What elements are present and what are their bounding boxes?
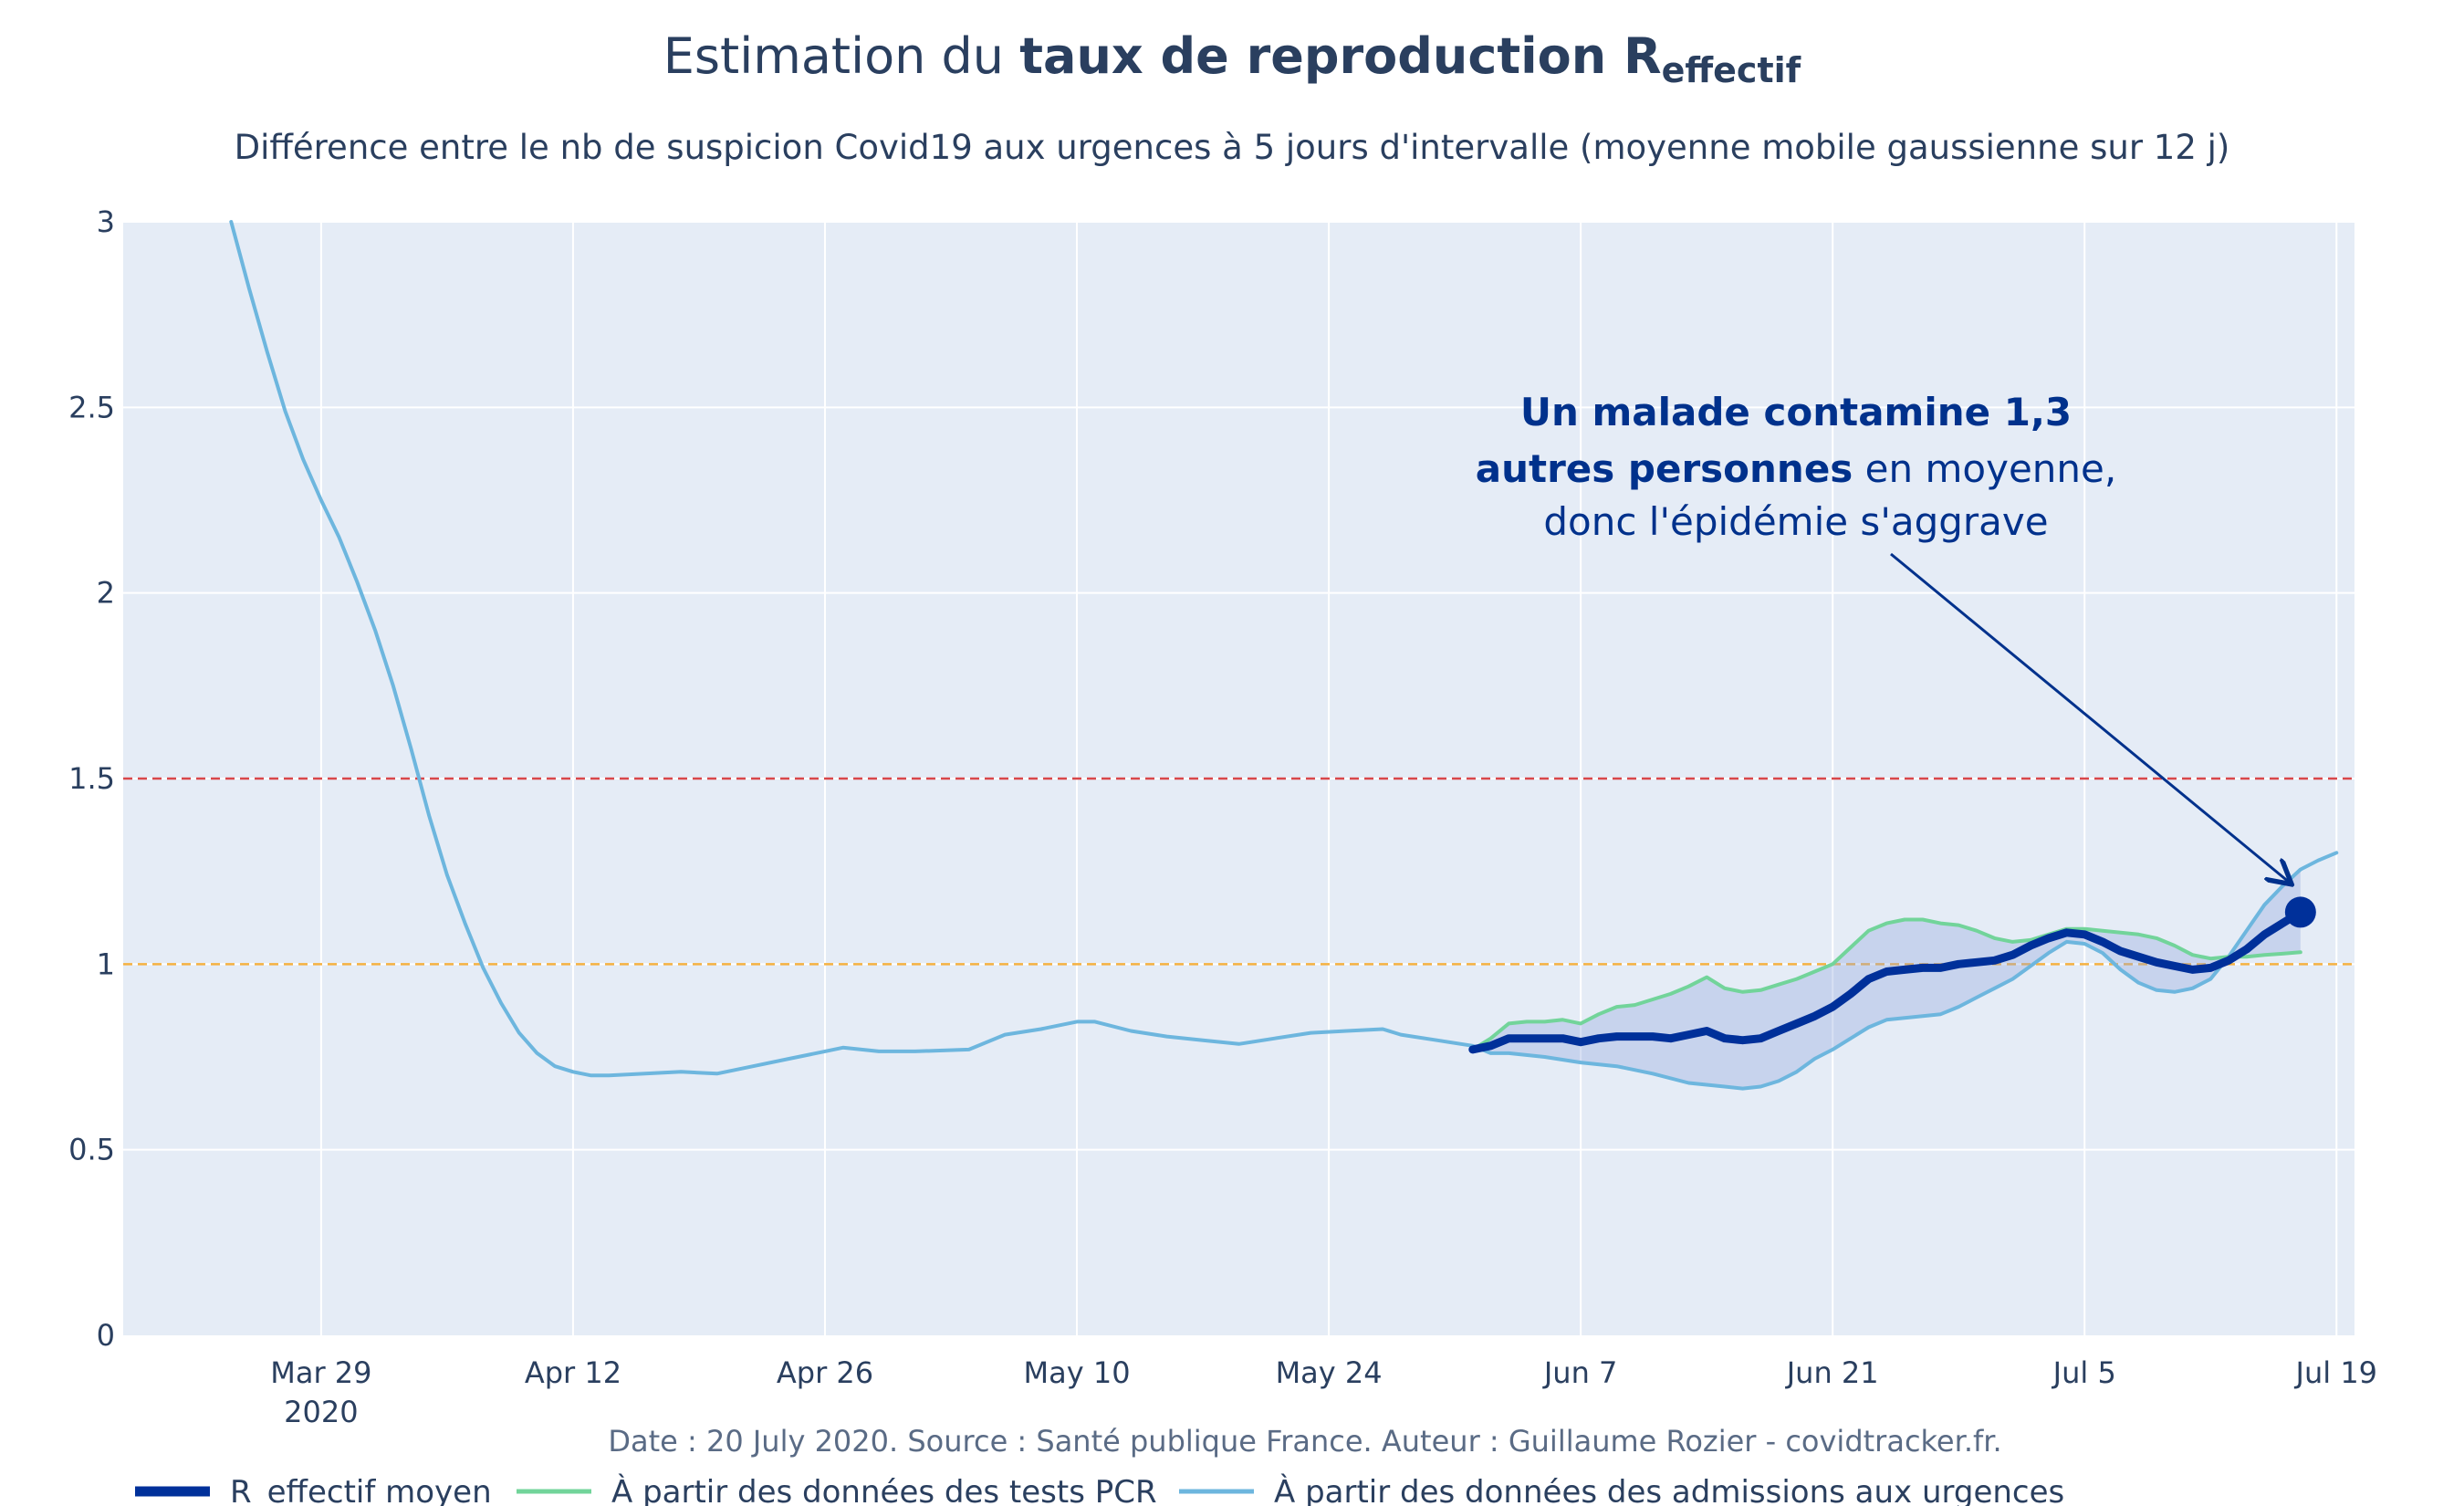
y-tick-label: 3 <box>97 204 115 239</box>
chart-title-bold: taux de reproduction R <box>1019 27 1661 85</box>
y-tick-label: 1.5 <box>68 761 115 796</box>
x-tick-label: Apr 26 <box>777 1355 873 1390</box>
x-tick-label: May 10 <box>1024 1355 1131 1390</box>
y-tick-label: 2.5 <box>68 390 115 424</box>
annotation-line3: donc l'épidémie s'aggrave <box>1543 499 2048 544</box>
legend-label-moyen[interactable]: R_effectif moyen <box>230 1474 492 1506</box>
annotation: Un malade contamine 1,3 autres personnes… <box>1476 390 2290 883</box>
annotation-line1: Un malade contamine 1,3 <box>1520 390 2072 434</box>
x-tick-label: Jul 19 <box>2294 1355 2378 1390</box>
source-note: Date : 20 July 2020. Source : Santé publ… <box>608 1424 2001 1459</box>
y-tick-label: 1 <box>97 946 115 981</box>
y-tick-label: 0.5 <box>68 1133 115 1167</box>
y-tick-label: 0 <box>97 1318 115 1353</box>
chart-title-prefix: Estimation du <box>663 27 1019 85</box>
endpoint-marker-layer <box>2284 896 2316 928</box>
x-axis-ticks: Mar 29 2020 Apr 12 Apr 26 May 10 May 24 Jun 7 J… <box>270 1355 2377 1429</box>
chart-title-subscript: effectif <box>1662 50 1801 90</box>
x-tick-label: May 24 <box>1276 1355 1383 1390</box>
y-tick-label: 2 <box>97 576 115 611</box>
series-lines <box>229 220 2339 1091</box>
annotation-arrow <box>1890 552 2290 883</box>
x-tick-label: Jul 5 <box>2052 1355 2116 1390</box>
annotation-line2-bold: autres personnes <box>1476 446 1853 491</box>
annotation-line2: autres personnes en moyenne, <box>1476 446 2116 491</box>
legend: R_effectif moyen À partir des données de… <box>135 1473 2064 1506</box>
legend-label-urgences[interactable]: À partir des données des admissions aux … <box>1274 1473 2064 1506</box>
series-line-pcr <box>1470 917 2302 1051</box>
legend-label-pcr[interactable]: À partir des données des tests PCR <box>611 1473 1157 1506</box>
x-tick-label: Apr 12 <box>525 1355 621 1390</box>
y-axis-ticks: 0 0.5 1 1.5 2 2.5 3 <box>68 204 115 1353</box>
chart-subtitle: Différence entre le nb de suspicion Covi… <box>235 128 2230 167</box>
series-line-urgences <box>229 220 2339 1091</box>
x-tick-label: Mar 29 <box>270 1355 371 1390</box>
annotation-line2-rest: en moyenne, <box>1853 446 2116 491</box>
x-tick-label: Jun 7 <box>1542 1355 1618 1390</box>
endpoint-marker <box>2284 896 2316 928</box>
series-line-moyen <box>1468 907 2305 1054</box>
x-tick-sublabel: 2020 <box>284 1395 358 1429</box>
x-tick-label: Jun 21 <box>1785 1355 1879 1390</box>
chart-title: Estimation du taux de reproduction Reffe… <box>663 27 1801 90</box>
